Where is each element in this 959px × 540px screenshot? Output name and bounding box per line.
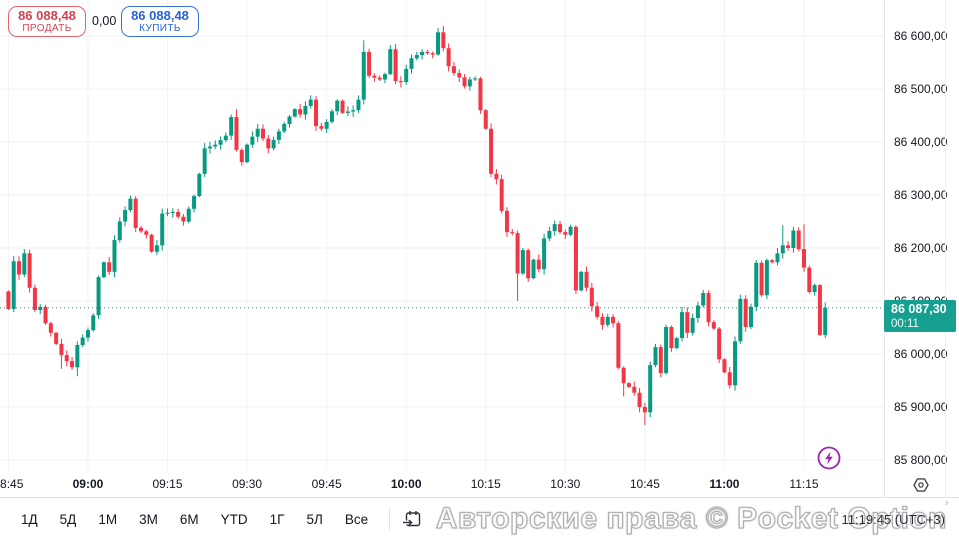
price-tick-label: 85 900,00 — [894, 400, 948, 414]
axis-settings-icon[interactable] — [912, 476, 930, 494]
sell-button[interactable]: 86 088,48 ПРОДАТЬ — [8, 6, 86, 37]
time-tick-label: 11:15 — [789, 477, 819, 491]
current-price-label: 86 087,30 00:11 — [884, 299, 956, 332]
price-tick-label: 85 800,00 — [894, 453, 948, 467]
time-tick-label: 09:00 — [72, 477, 104, 491]
time-tick-label: 09:30 — [232, 477, 263, 491]
range-button-4[interactable]: 6М — [179, 511, 199, 527]
time-axis[interactable]: 08:45 09:00 09:15 09:30 09:45 10:00 10:15 10:30… — [0, 470, 884, 497]
time-tick-label: 08:45 — [0, 477, 24, 491]
range-button-1[interactable]: 5Д — [59, 511, 77, 527]
time-tick-label: 10:45 — [629, 477, 660, 491]
range-button-5[interactable]: YTD — [220, 511, 248, 527]
calendar-arrow-icon — [403, 511, 421, 527]
price-axis-edge — [945, 0, 946, 497]
price-tick-label: 86 200,00 — [894, 241, 948, 255]
chart-canvas[interactable] — [0, 0, 884, 470]
price-tick-label: 86 300,00 — [894, 188, 948, 202]
current-price-value: 86 087,30 — [891, 301, 947, 316]
range-button-0[interactable]: 1Д — [21, 511, 38, 527]
price-tick-label: 86 500,00 — [894, 82, 948, 96]
buy-label: КУПИТЬ — [139, 23, 181, 35]
time-tick-label: 10:00 — [390, 477, 422, 491]
price-tick-label: 86 400,00 — [894, 135, 948, 149]
range-button-2[interactable]: 1М — [98, 511, 118, 527]
candle-countdown: 00:11 — [891, 317, 919, 330]
server-clock[interactable]: 11:19:45 (UTC+3) — [841, 512, 945, 527]
range-button-8[interactable]: Все — [344, 511, 369, 527]
range-toolbar: 1Д 5Д 1М 3М 6М YTD 1Г 5Л Все — [0, 497, 959, 540]
candlestick-chart[interactable] — [0, 0, 884, 470]
payout-value: 0,00 — [92, 14, 117, 28]
price-axis[interactable]: 86 600,00 86 500,00 86 400,00 86 300,00 86 2… — [884, 0, 959, 497]
time-tick-label: 11:00 — [709, 477, 740, 491]
buy-price: 86 088,48 — [131, 7, 189, 23]
sell-price: 86 088,48 — [18, 7, 76, 23]
range-button-3[interactable]: 3М — [139, 511, 158, 527]
time-tick-label: 10:30 — [550, 477, 581, 491]
toolbar-divider — [389, 508, 391, 530]
range-button-6[interactable]: 1Г — [269, 511, 285, 527]
time-tick-label: 10:15 — [470, 477, 501, 491]
range-button-7[interactable]: 5Л — [306, 511, 323, 527]
time-tick-label: 09:45 — [311, 477, 342, 491]
price-tick-label: 86 600,00 — [894, 29, 948, 43]
sell-label: ПРОДАТЬ — [22, 23, 72, 35]
toolbar-collapse-chevron[interactable]: › — [945, 497, 949, 509]
goto-date-button[interactable] — [400, 506, 426, 532]
price-tick-label: 86 000,00 — [894, 347, 948, 361]
lightning-icon[interactable] — [815, 444, 843, 472]
buy-button[interactable]: 86 088,48 КУПИТЬ — [121, 6, 199, 37]
time-tick-label: 09:15 — [152, 477, 183, 491]
